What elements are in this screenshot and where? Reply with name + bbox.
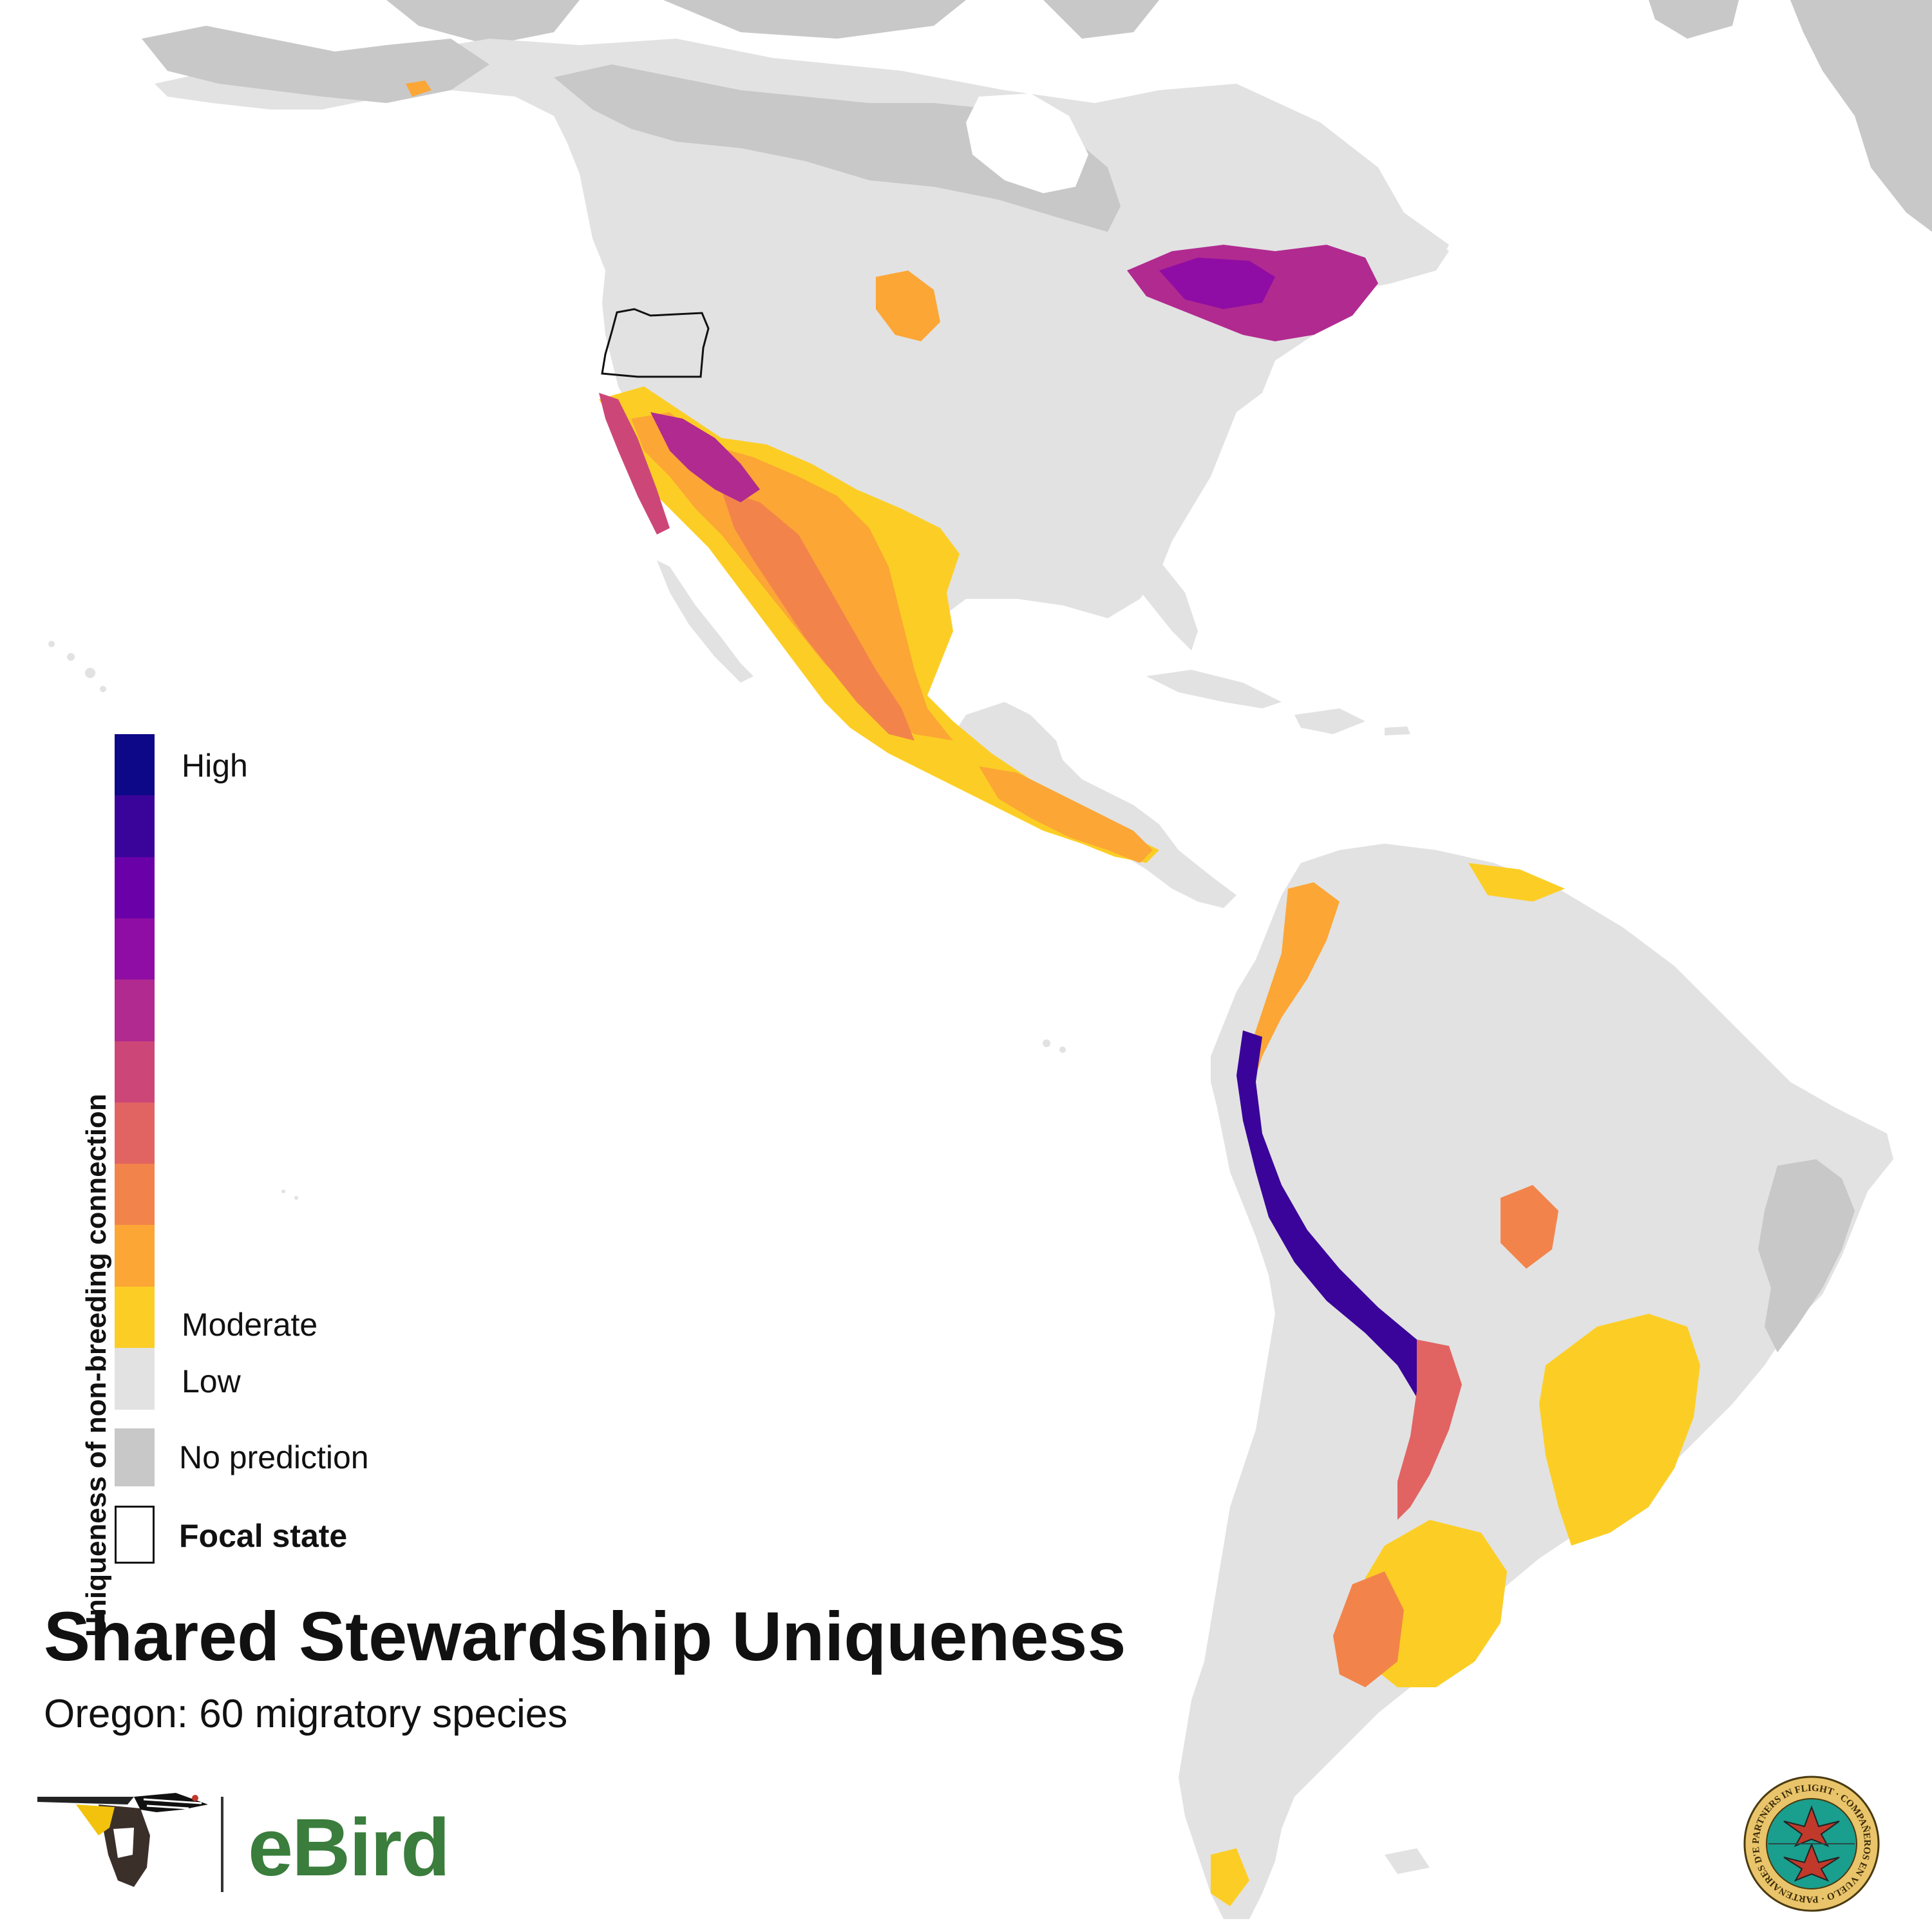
region-great-plains (876, 270, 940, 341)
legend-label-no-prediction: No prediction (179, 1439, 369, 1475)
canada-north-no-prediction (554, 64, 1121, 232)
legend-scale-step (115, 1102, 155, 1165)
legend-label-low: Low (182, 1363, 241, 1399)
region-patagonia (1211, 1848, 1249, 1906)
legend-scale-step (115, 1041, 155, 1103)
region-pantanal (1501, 1185, 1558, 1269)
legend-label-high: High (182, 748, 248, 784)
focal-state-outline (601, 308, 710, 378)
alaska-no-prediction (142, 26, 489, 103)
legend-focal-state-swatch (115, 1506, 155, 1564)
page-subtitle: Oregon: 60 migratory species (44, 1692, 568, 1736)
page-title: Shared Stewardship Uniqueness (44, 1597, 1126, 1675)
baja-california (657, 560, 753, 683)
newfoundland (1385, 232, 1449, 270)
region-pink-california (599, 393, 670, 535)
brazil-east-no-prediction (1758, 1159, 1855, 1352)
legend-scale-step (115, 918, 155, 981)
ebird-divider (221, 1797, 223, 1892)
legend-label-focal-state: Focal state (179, 1518, 348, 1554)
legend-scale-step (115, 795, 155, 858)
uniqueness-overlay (406, 80, 1700, 1906)
ebird-wordmark: eBird (248, 1802, 450, 1893)
legend-low-swatch (115, 1348, 155, 1410)
falklands (1385, 1848, 1430, 1874)
puerto-rico (1385, 726, 1410, 735)
arctic-no-prediction-land (386, 0, 1932, 232)
region-quebec-core (1159, 258, 1275, 309)
region-pampas-orange (1333, 1571, 1404, 1687)
hispaniola (1294, 708, 1365, 734)
legend-scale-step (115, 1164, 155, 1226)
cuba (1146, 670, 1282, 708)
hudson-bay (966, 93, 1088, 193)
region-andes-north (1243, 882, 1340, 1095)
legend-scale-step (115, 1286, 155, 1349)
legend-scale-step (115, 1225, 155, 1287)
florida (1121, 560, 1198, 650)
region-andes-coral (1397, 1340, 1462, 1520)
ebird-bird-icon (37, 1793, 208, 1887)
legend-scale-step (115, 980, 155, 1042)
region-alaska-spot (406, 80, 431, 97)
legend-label-moderate: Moderate (182, 1307, 318, 1343)
region-central-america (979, 766, 1153, 863)
region-magenta-west (650, 412, 760, 502)
legend-scale-step (115, 734, 155, 797)
region-coral-mexico (721, 489, 914, 741)
region-south-brazil-moderate (1539, 1314, 1700, 1546)
pacific-islands (48, 641, 1066, 1200)
partners-in-flight-seal: PARTNERS IN FLIGHT · COMPAÑEROS EN VUELO… (1743, 1775, 1880, 1912)
region-amazon-north-moderate (1468, 863, 1565, 902)
legend-scale-step (115, 857, 155, 919)
legend-no-prediction-swatch (115, 1428, 155, 1486)
